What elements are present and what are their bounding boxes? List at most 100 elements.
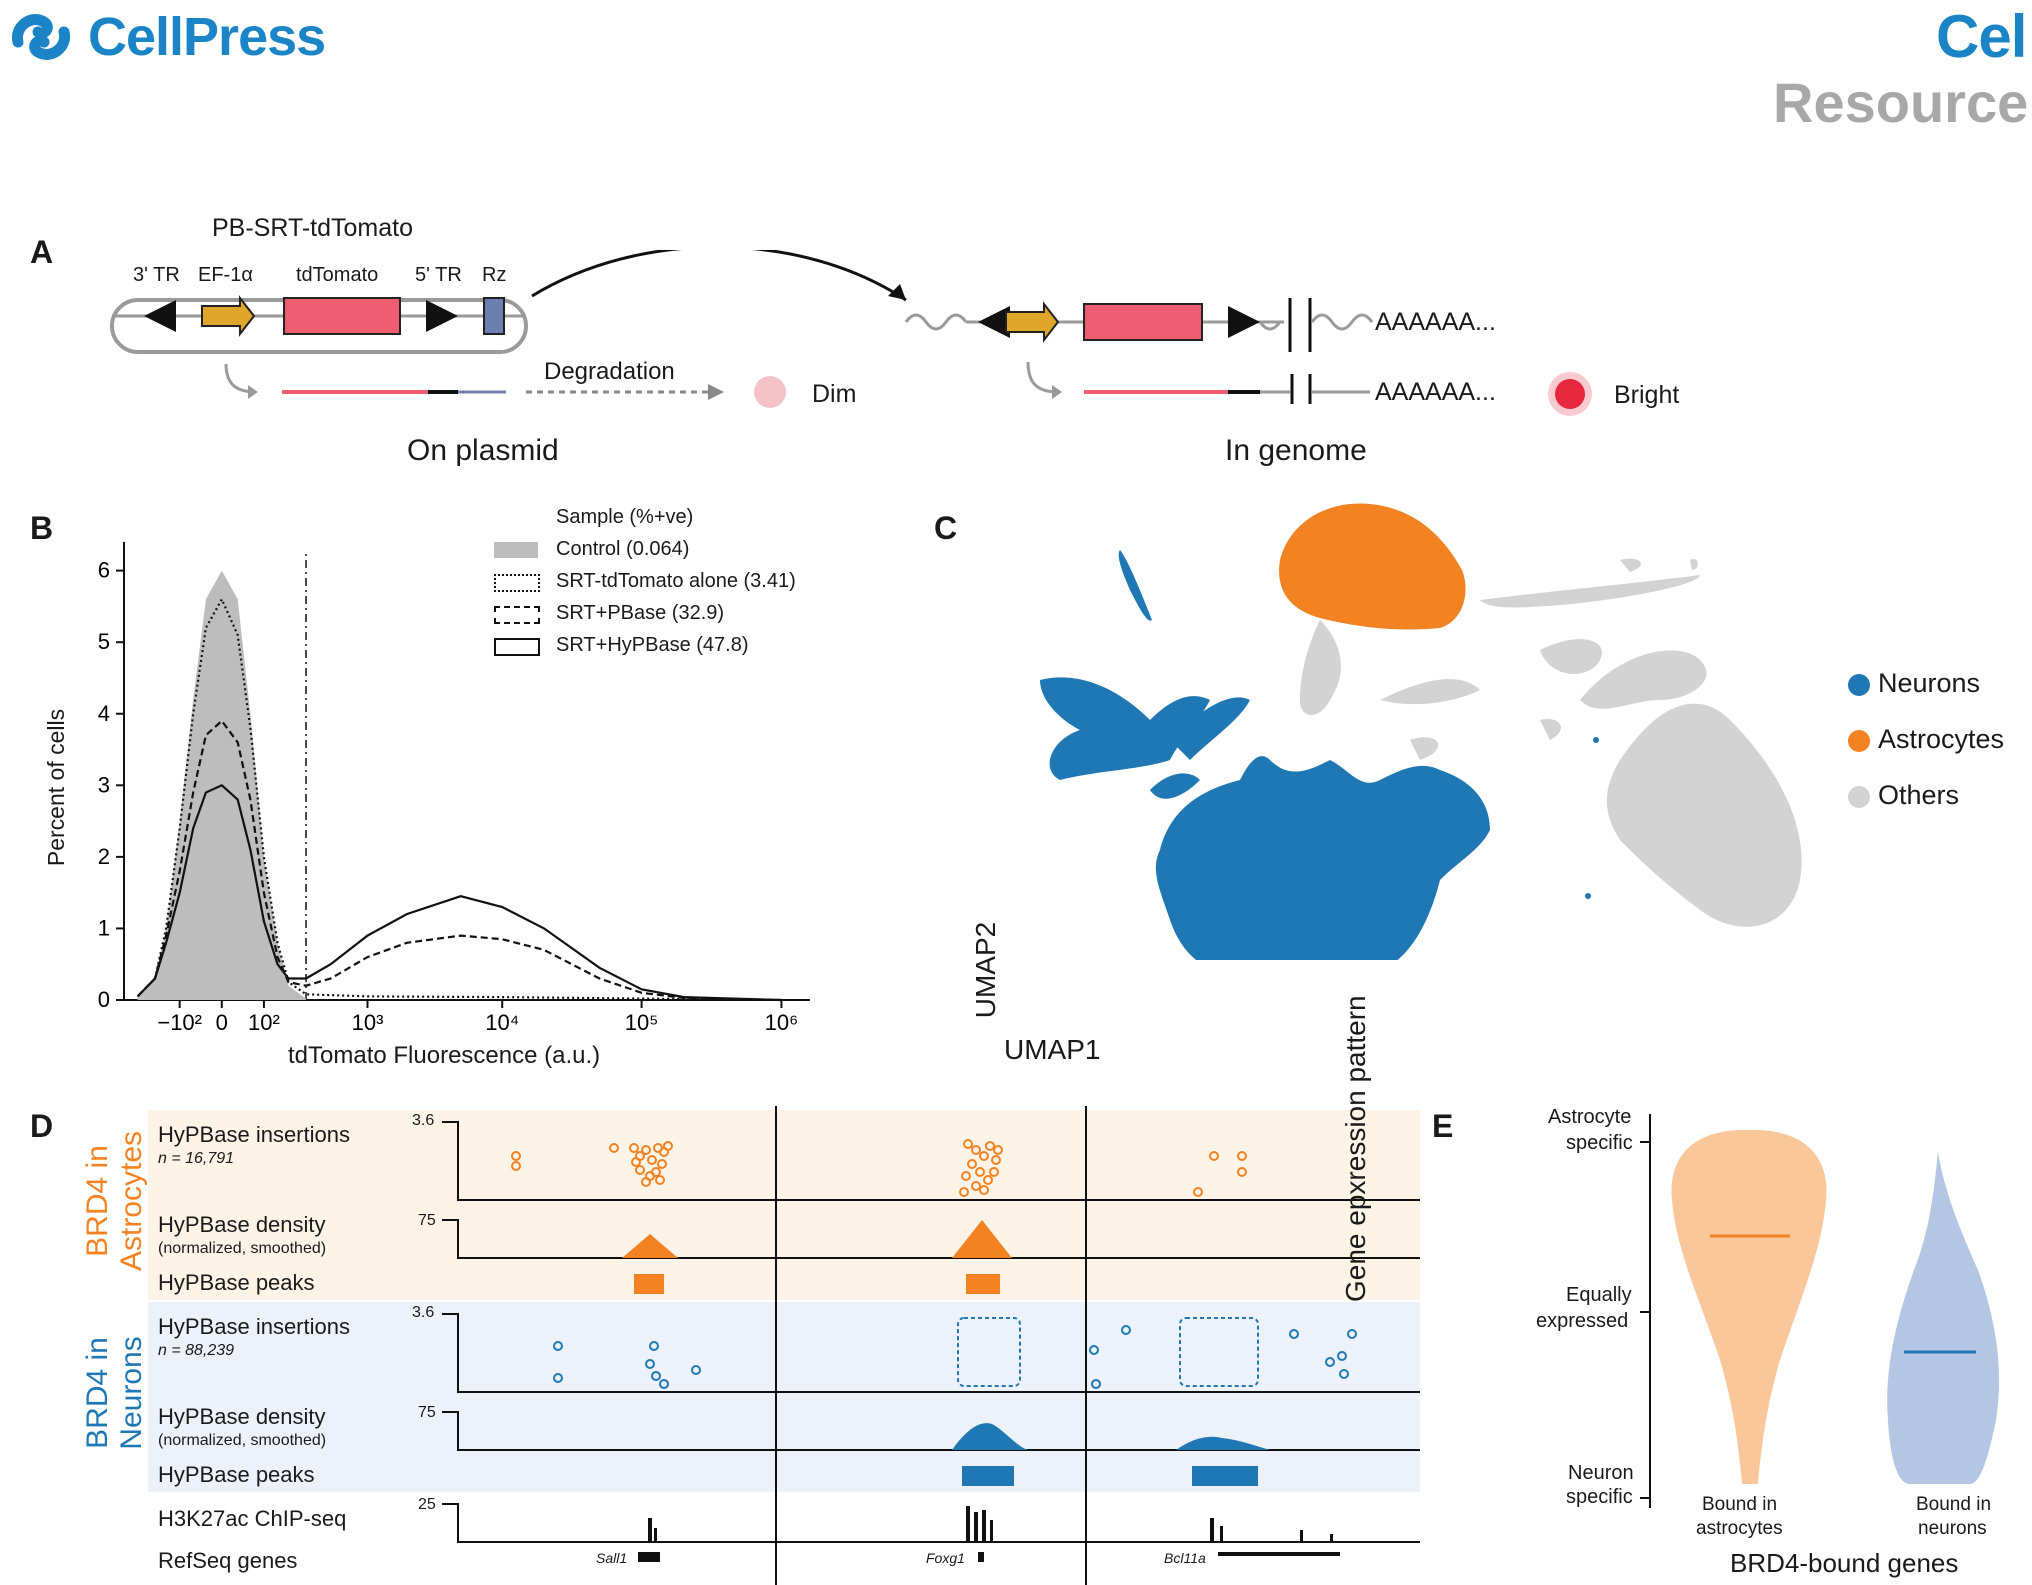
hist-y-tick-label: 4	[98, 701, 110, 726]
violin-plot	[1640, 1114, 2000, 1508]
neuron-peak-2	[1192, 1466, 1258, 1486]
gene-sall1: Sall1	[596, 1550, 628, 1566]
violin-neurons	[1887, 1152, 2000, 1484]
hist-x-tick-label: 10⁶	[765, 1010, 799, 1035]
neuron-peak-1	[962, 1466, 1014, 1486]
genome-left-wave	[904, 313, 968, 331]
astro-peak-1	[634, 1274, 664, 1294]
panel-a-letter: A	[30, 234, 54, 270]
degradation-label: Degradation	[544, 358, 675, 385]
category-neuron-1: Bound in	[1916, 1494, 1992, 1515]
scale-ins-neuron: 3.6	[412, 1304, 435, 1321]
construct-name: PB-SRT-tdTomato	[212, 214, 414, 242]
rz-box	[483, 297, 505, 335]
astro-peak-2	[966, 1274, 1000, 1294]
ytick-neuron-1: Neuron	[1568, 1462, 1634, 1484]
legend-dot-others	[1848, 786, 1870, 808]
hist-y-tick-label: 3	[98, 772, 110, 797]
tdtomato-box	[283, 297, 401, 335]
hist-x-tick-label: −10²	[157, 1010, 202, 1035]
category-astro-2: astrocytes	[1696, 1518, 1783, 1539]
track-n-neuron: n = 88,239	[158, 1342, 235, 1359]
ef1a-arrow-icon	[201, 295, 256, 337]
cellpress-logo-icon	[11, 14, 71, 60]
bright-label: Bright	[1614, 381, 1680, 409]
umap-cluster-astrocytes	[1279, 503, 1466, 630]
element-label-rz: Rz	[482, 264, 507, 286]
neuron-insertions	[553, 1325, 1357, 1389]
umap-xaxis-label: UMAP1	[1004, 1034, 1101, 1065]
category-astro-1: Bound in	[1702, 1494, 1778, 1515]
genome-caption: In genome	[1225, 434, 1367, 467]
panel-d-letter: D	[30, 1108, 54, 1144]
hist-x-tick-label: 10²	[248, 1010, 280, 1035]
hist-series-1	[136, 596, 782, 1002]
polya-label-top: AAAAAA...	[1375, 308, 1496, 336]
element-label-5tr: 5' TR	[415, 264, 462, 286]
legend-swatch-control	[494, 542, 538, 558]
h3k27ac-signal	[648, 1506, 1333, 1542]
element-label-3tr: 3' TR	[133, 264, 180, 286]
legend-swatch-hypbase	[494, 638, 540, 656]
polya-label-bottom: AAAAAA...	[1375, 378, 1496, 406]
publisher-name: CellPress	[88, 7, 326, 67]
genome-3tr-triangle-icon	[978, 306, 1010, 338]
integration-arrow	[531, 250, 907, 302]
dim-cell-icon	[754, 376, 786, 408]
track-label-chip: H3K27ac ChIP-seq	[158, 1506, 347, 1531]
astrocyte-track-background	[148, 1110, 1420, 1300]
violin-xlabel: BRD4-bound genes	[1730, 1548, 1959, 1578]
ytick-equal-1: Equally	[1566, 1284, 1632, 1306]
hist-x-tick-label: 10⁵	[625, 1010, 659, 1035]
neuron-insertion-clusters	[957, 1317, 1259, 1387]
category-neuron-2: neurons	[1918, 1518, 1987, 1539]
ytick-astro-2: specific	[1566, 1132, 1633, 1154]
legend-item-alone: SRT-tdTomato alone (3.41)	[556, 570, 796, 592]
violin-astrocytes	[1671, 1130, 1827, 1484]
hist-y-tick-label: 1	[98, 915, 110, 940]
genome-browser-tracks	[442, 1106, 1420, 1585]
article-type: Resource	[1773, 71, 2029, 134]
element-label-ef1a: EF-1α	[198, 264, 253, 286]
panel-c-letter: C	[934, 510, 958, 546]
panel-b-letter: B	[30, 510, 54, 546]
hist-y-tick-label: 0	[98, 987, 110, 1012]
dim-label: Dim	[812, 380, 857, 408]
legend-dot-astrocytes	[1848, 730, 1870, 752]
scale-den-neuron: 75	[418, 1404, 436, 1421]
hist-y-tick-label: 6	[98, 558, 110, 583]
hist-y-tick-label: 5	[98, 629, 110, 654]
hist-series-2	[136, 719, 782, 1002]
genome-tdtomato-box	[1083, 303, 1203, 341]
track-label-insertions-neuron: HyPBase insertions	[158, 1314, 350, 1339]
track-n-astro: n = 16,791	[158, 1150, 235, 1167]
track-label-density-astro: HyPBase density	[158, 1212, 326, 1237]
hist-series-3	[136, 784, 782, 1002]
fluorescence-histogram: 0 1 2 3 4 5 6 −10² 0 10² 10³ 10⁴ 10⁵ 10⁶	[98, 542, 810, 1035]
genome-5tr-triangle-icon	[1228, 306, 1260, 338]
neuron-track-background	[148, 1302, 1420, 1492]
astro-density-peak-1	[622, 1234, 678, 1258]
neuron-density-peak-1	[952, 1423, 1028, 1450]
legend-item-control: Control (0.064)	[556, 538, 690, 560]
3tr-triangle-icon	[144, 300, 176, 332]
violin-ylabel: Gene epxression pattern	[1340, 995, 1372, 1302]
scale-ins-astro: 3.6	[412, 1112, 435, 1129]
umap-cluster-others	[1300, 558, 1802, 927]
umap-yaxis-label: UMAP2	[970, 921, 1002, 1019]
legend-label-neurons: Neurons	[1878, 668, 1981, 698]
gene-foxg1: Foxg1	[926, 1550, 965, 1566]
genome-right-wave	[1310, 313, 1374, 331]
scale-chip: 25	[418, 1496, 436, 1513]
track-label-peaks-neuron: HyPBase peaks	[158, 1462, 315, 1487]
ytick-neuron-2: specific	[1566, 1486, 1633, 1508]
histogram-xlabel: tdTomato Fluorescence (a.u.)	[288, 1042, 601, 1069]
track-density-sub-neuron: (normalized, smoothed)	[158, 1432, 327, 1449]
element-label-tdtomato: tdTomato	[296, 264, 379, 286]
track-label-peaks-astro: HyPBase peaks	[158, 1270, 315, 1295]
hist-y-tick-label: 2	[98, 844, 110, 869]
track-label-insertions-astro: HyPBase insertions	[158, 1122, 350, 1147]
ytick-astro-1: Astrocyte	[1548, 1106, 1632, 1128]
astro-insertions	[511, 1139, 1247, 1197]
histogram-ylabel: Percent of cells	[43, 708, 70, 867]
